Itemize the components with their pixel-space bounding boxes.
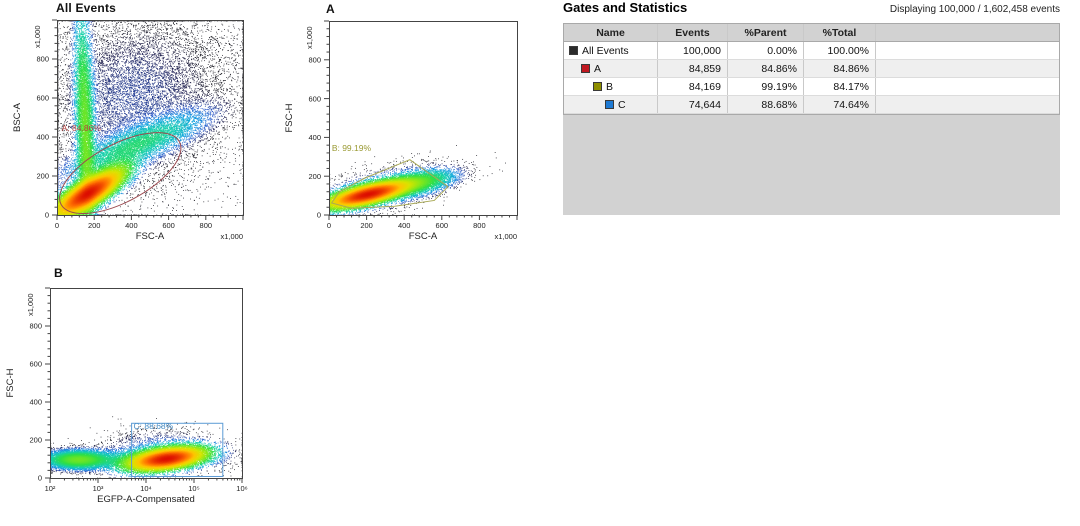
axis-tick-label: 200	[29, 436, 42, 445]
axis-tick-label: 600	[308, 94, 321, 103]
axis-tick-label: 400	[398, 221, 411, 230]
gates-and-statistics-panel: Gates and Statistics Displaying 100,000 …	[563, 0, 1060, 215]
plot-canvas-gate-b[interactable]	[50, 288, 242, 478]
x-axis-multiplier: x1,000	[494, 232, 517, 241]
gate-color-swatch-b	[593, 82, 602, 91]
axis-tick-label: 600	[29, 360, 42, 369]
axis-tick-label: 0	[38, 474, 42, 483]
axis-tick-label: 0	[317, 211, 321, 220]
stats-row-c[interactable]: C 74,644 88.68% 74.64%	[564, 96, 1059, 114]
axis-tick-label: 400	[36, 133, 49, 142]
gate-name-label: C	[618, 98, 626, 111]
y-axis-label: BSC-A	[12, 102, 23, 132]
events-cell: 74,644	[658, 96, 728, 113]
axis-tick-label: 600	[36, 94, 49, 103]
gate-name-label: A	[594, 62, 602, 75]
stats-row-all-events[interactable]: All Events 100,000 0.00% 100.00%	[564, 42, 1059, 60]
events-cell: 84,859	[658, 60, 728, 77]
plot-canvas-all-events[interactable]	[57, 20, 243, 215]
axis-tick-label: 0	[45, 211, 49, 220]
axis-tick-label: 200	[88, 221, 101, 230]
plot-title-all-events: All Events	[56, 1, 117, 15]
y-axis-label: FSC-H	[284, 103, 295, 132]
stats-row-b[interactable]: B 84,169 99.19% 84.17%	[564, 78, 1059, 96]
empty-cell	[876, 42, 1059, 59]
axis-tick-label: 600	[162, 221, 175, 230]
gate-color-swatch-a	[581, 64, 590, 73]
empty-cell	[876, 96, 1059, 113]
y-axis-multiplier: x1,000	[305, 26, 314, 49]
stats-panel-title: Gates and Statistics	[563, 0, 688, 15]
y-axis-label: FSC-H	[5, 368, 16, 397]
gate-name-label: All Events	[582, 44, 629, 57]
y-axis-multiplier: x1,000	[26, 293, 35, 316]
axis-tick-label: 800	[200, 221, 213, 230]
plot-title-gate-a: A	[326, 2, 335, 16]
axis-tick-label: 0	[55, 221, 59, 230]
x-axis-label: EGFP-A-Compensated	[97, 494, 195, 505]
percent-total-cell: 74.64%	[804, 96, 876, 113]
empty-cell	[876, 78, 1059, 95]
column-header-events: Events	[658, 24, 728, 41]
percent-parent-cell: 0.00%	[728, 42, 804, 59]
events-cell: 100,000	[658, 42, 728, 59]
axis-tick-label: 400	[308, 133, 321, 142]
axis-tick-label: 10⁶	[236, 484, 247, 493]
percent-total-cell: 100.00%	[804, 42, 876, 59]
axis-tick-label: 400	[29, 398, 42, 407]
percent-total-cell: 84.86%	[804, 60, 876, 77]
x-axis-label: FSC-A	[409, 231, 438, 242]
events-cell: 84,169	[658, 78, 728, 95]
axis-tick-label: 0	[327, 221, 331, 230]
column-header-empty	[876, 24, 1059, 41]
x-axis-multiplier: x1,000	[220, 232, 243, 241]
plot-title-gate-b: B	[54, 266, 63, 280]
gate-name-cell: C	[564, 96, 658, 113]
axis-tick-label: 800	[36, 55, 49, 64]
gate-name-label: B	[606, 80, 614, 93]
column-header-parent: %Parent	[728, 24, 804, 41]
axis-tick-label: 200	[308, 172, 321, 181]
gate-name-cell: All Events	[564, 42, 658, 59]
axis-tick-label: 400	[125, 221, 138, 230]
gate-color-swatch-c	[605, 100, 614, 109]
gate-name-cell: B	[564, 78, 658, 95]
column-header-name: Name	[564, 24, 658, 41]
gate-name-cell: A	[564, 60, 658, 77]
column-header-total: %Total	[804, 24, 876, 41]
percent-parent-cell: 84.86%	[728, 60, 804, 77]
stats-header-row: Name Events %Parent %Total	[564, 24, 1059, 42]
axis-tick-label: 800	[473, 221, 486, 230]
axis-tick-label: 10⁴	[140, 484, 152, 493]
x-axis-label: FSC-A	[136, 231, 165, 242]
plot-canvas-gate-a[interactable]	[329, 21, 517, 215]
axis-tick-label: 200	[360, 221, 373, 230]
axis-tick-label: 800	[308, 56, 321, 65]
percent-parent-cell: 88.68%	[728, 96, 804, 113]
stats-row-a[interactable]: A 84,859 84.86% 84.86%	[564, 60, 1059, 78]
axis-tick-label: 10²	[45, 484, 56, 493]
stats-table: Name Events %Parent %Total All Events 100,000…	[563, 23, 1060, 115]
gate-color-swatch-all-events	[569, 46, 578, 55]
axis-tick-label: 10⁵	[188, 484, 199, 493]
axis-tick-label: 200	[36, 172, 49, 181]
percent-parent-cell: 99.19%	[728, 78, 804, 95]
displaying-events-count: Displaying 100,000 / 1,602,458 events	[889, 4, 1060, 15]
stats-table-area: Name Events %Parent %Total All Events 100,000…	[563, 23, 1060, 215]
axis-tick-label: 600	[436, 221, 449, 230]
axis-tick-label: 800	[29, 322, 42, 331]
empty-cell	[876, 60, 1059, 77]
axis-tick-label: 10³	[93, 484, 104, 493]
percent-total-cell: 84.17%	[804, 78, 876, 95]
y-axis-multiplier: x1,000	[33, 25, 42, 48]
